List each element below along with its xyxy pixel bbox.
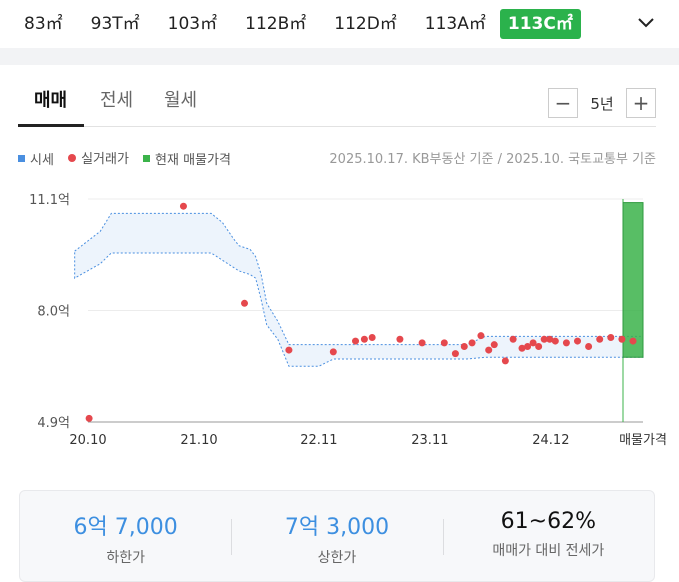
- legend-price-label: 시세: [30, 152, 54, 168]
- actual-trade-point: [529, 339, 537, 347]
- y-tick-label: 8.0억: [37, 305, 70, 320]
- tab-jeonse[interactable]: 전세: [100, 90, 134, 111]
- actual-trade-point: [551, 337, 559, 345]
- actual-trade-point: [618, 335, 626, 343]
- x-tick-label: 23.11: [411, 433, 448, 448]
- period-decrease-button[interactable]: −: [548, 88, 578, 118]
- actual-trade-point: [524, 342, 532, 350]
- chevron-down-icon[interactable]: [635, 12, 657, 34]
- actual-trade-point: [540, 335, 548, 343]
- actual-trade-point: [509, 335, 517, 343]
- actual-trade-point: [460, 342, 468, 350]
- actual-trade-point: [396, 335, 404, 343]
- legend-listing: 현재 매물가격: [143, 149, 231, 168]
- actual-trade-point: [477, 332, 485, 340]
- legend-actual: 실거래가: [68, 148, 129, 167]
- lower-price-value: 6억 7,000: [73, 515, 178, 540]
- legend-actual-label: 실거래가: [81, 152, 129, 167]
- legend-listing-swatch: [143, 154, 151, 162]
- actual-trade-point: [574, 337, 582, 345]
- area-tab[interactable]: 103㎡: [167, 14, 218, 34]
- actual-trade-point: [418, 339, 426, 347]
- upper-price-label: 상한가: [317, 550, 357, 566]
- area-tab[interactable]: 113A㎡: [424, 14, 486, 34]
- x-tick-label: 24.12: [532, 433, 569, 448]
- x-tick-label: 21.10: [180, 433, 217, 448]
- data-basis-note: 2025.10.17. KB부동산 기준 / 2025.10. 국토교통부 기준: [329, 152, 656, 167]
- price-summary: 6억 7,000 하한가 7억 3,000 상한가 61~62% 매매가 대비 …: [19, 490, 655, 582]
- actual-trade-point: [85, 414, 93, 422]
- actual-trade-point: [490, 341, 498, 349]
- legend-price: 시세: [18, 149, 54, 168]
- actual-trade-point: [518, 344, 526, 352]
- actual-trade-point: [440, 339, 448, 347]
- period-selector: − 5년 +: [548, 88, 656, 118]
- actual-trade-point: [360, 335, 368, 343]
- upper-price-value: 7억 3,000: [284, 515, 390, 540]
- actual-trade-point: [179, 202, 187, 210]
- actual-trade-point: [485, 346, 493, 354]
- actual-trade-point: [329, 348, 337, 356]
- price-chart: 11.1억 8.0억 4.9억 20.10 21.10 22.11 23.11 24.12 매물…: [29, 193, 667, 448]
- summary-upper: 7억 3,000 상한가: [231, 491, 442, 581]
- lower-price-label: 하한가: [106, 550, 145, 566]
- x-tick-label: 20.10: [69, 433, 106, 448]
- x-tick-label-listing: 매물가격: [619, 433, 667, 448]
- summary-ratio: 61~62% 매매가 대비 전세가: [442, 491, 654, 581]
- actual-trade-point: [501, 357, 509, 365]
- jeonse-ratio-value: 61~62%: [500, 509, 596, 534]
- legend-price-swatch: [18, 154, 25, 162]
- chart-legend: 시세 실거래가 현재 매물가격 2025.10.17. KB부동산 기준 / 2…: [18, 148, 656, 168]
- actual-trade-point: [241, 299, 249, 307]
- actual-trade-point: [368, 333, 376, 341]
- active-tab-underline: [18, 124, 84, 127]
- actual-trade-point: [352, 337, 360, 345]
- area-tab-bar: 83㎡ 93T㎡ 103㎡ 112B㎡ 112D㎡ 113A㎡ 113C㎡: [0, 0, 679, 48]
- area-tab[interactable]: 112D㎡: [334, 14, 397, 34]
- area-tab[interactable]: 112B㎡: [245, 14, 307, 34]
- period-label: 5년: [590, 94, 614, 113]
- actual-trade-point: [535, 342, 543, 350]
- legend-actual-swatch: [68, 153, 77, 162]
- actual-trade-point: [629, 337, 637, 345]
- jeonse-ratio-label: 매매가 대비 전세가: [492, 543, 605, 559]
- area-tab-active[interactable]: 113C㎡: [499, 9, 581, 39]
- actual-trade-point: [285, 346, 293, 354]
- tab-sale[interactable]: 매매: [34, 90, 68, 111]
- legend-listing-label: 현재 매물가격: [155, 152, 231, 168]
- y-tick-label: 4.9억: [37, 416, 70, 431]
- area-tab[interactable]: 83㎡: [24, 14, 63, 34]
- actual-trade-point: [585, 342, 593, 350]
- actual-trade-point: [546, 335, 554, 343]
- tab-monthly-rent[interactable]: 월세: [164, 90, 198, 111]
- actual-trade-point: [468, 339, 476, 347]
- actual-trade-point: [562, 339, 570, 347]
- x-tick-label: 22.11: [300, 433, 337, 448]
- summary-lower: 6억 7,000 하한가: [20, 491, 231, 581]
- actual-trade-point: [451, 350, 459, 358]
- y-tick-label: 11.1억: [29, 193, 70, 208]
- deal-type-tabs: 매매 전세 월세 − 5년 +: [18, 80, 656, 127]
- section-divider: [0, 48, 679, 65]
- period-increase-button[interactable]: +: [626, 88, 656, 118]
- listing-price-bar: [622, 202, 644, 358]
- actual-trade-point: [596, 335, 604, 343]
- actual-trade-point: [607, 333, 615, 341]
- area-tab[interactable]: 93T㎡: [90, 14, 140, 34]
